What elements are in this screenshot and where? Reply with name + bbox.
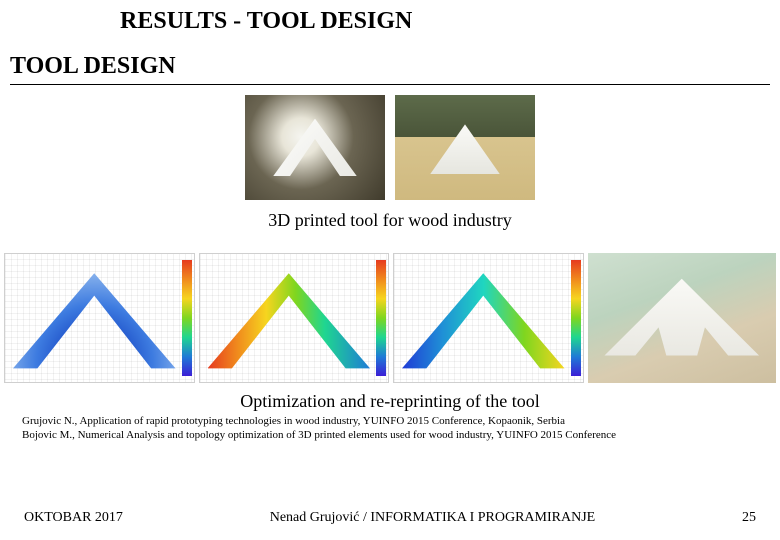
- color-legend-icon: [571, 260, 581, 376]
- photo-optimized-print: [588, 253, 777, 383]
- photo-tool-angle-top: [245, 95, 385, 200]
- footer: OKTOBAR 2017 Nenad Grujović / INFORMATIK…: [0, 510, 780, 526]
- fea-mesh-stress: [4, 253, 195, 383]
- fea-rainbow-stress: [199, 253, 390, 383]
- caption-row-2: Optimization and re-reprinting of the to…: [0, 391, 780, 412]
- page-number: 25: [742, 510, 756, 526]
- section-divider: [10, 84, 770, 85]
- color-legend-icon: [182, 260, 192, 376]
- section-title: TOOL DESIGN: [0, 35, 780, 84]
- photo-tool-on-wood: [395, 95, 535, 200]
- footer-date: OKTOBAR 2017: [24, 510, 123, 526]
- image-row-1: [0, 95, 780, 200]
- image-row-2: [4, 253, 776, 383]
- slide-title: RESULTS - TOOL DESIGN: [0, 0, 780, 35]
- fea-optimized-stress: [393, 253, 584, 383]
- reference-line: Grujovic N., Application of rapid protot…: [22, 414, 758, 428]
- reference-line: Bojovic M., Numerical Analysis and topol…: [22, 428, 758, 442]
- color-legend-icon: [376, 260, 386, 376]
- caption-row-1: 3D printed tool for wood industry: [0, 210, 780, 231]
- footer-author: Nenad Grujović / INFORMATIKA I PROGRAMIR…: [123, 510, 742, 526]
- references: Grujovic N., Application of rapid protot…: [0, 412, 780, 443]
